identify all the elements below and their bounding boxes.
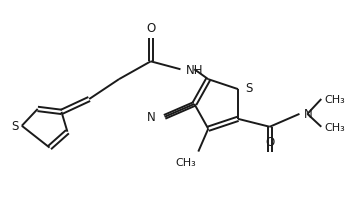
Text: CH₃: CH₃ <box>324 122 345 132</box>
Text: S: S <box>11 120 18 133</box>
Text: CH₃: CH₃ <box>176 157 196 167</box>
Text: NH: NH <box>185 63 203 76</box>
Text: O: O <box>265 135 274 148</box>
Text: S: S <box>245 81 252 94</box>
Text: N: N <box>303 108 312 121</box>
Text: O: O <box>146 21 155 34</box>
Text: N: N <box>147 111 156 124</box>
Text: CH₃: CH₃ <box>324 95 345 104</box>
